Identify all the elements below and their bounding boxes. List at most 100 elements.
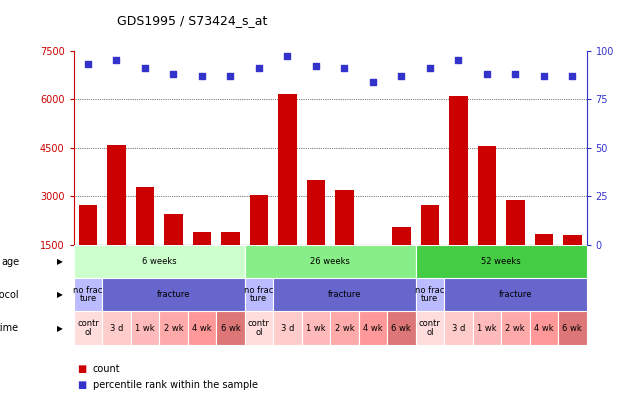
Bar xyxy=(415,245,587,278)
Text: ■: ■ xyxy=(77,380,86,390)
Bar xyxy=(74,278,102,311)
Text: fracture: fracture xyxy=(156,290,190,299)
Bar xyxy=(306,180,325,294)
Bar xyxy=(74,245,245,278)
Point xyxy=(339,65,349,71)
Bar xyxy=(449,96,467,294)
Bar xyxy=(444,311,472,345)
Text: 1 wk: 1 wk xyxy=(306,324,326,333)
Bar xyxy=(245,245,415,278)
Bar xyxy=(74,311,102,345)
Bar xyxy=(420,205,439,294)
Text: 26 weeks: 26 weeks xyxy=(310,257,350,266)
Bar xyxy=(415,311,444,345)
Bar xyxy=(216,311,245,345)
Point xyxy=(83,61,93,68)
Bar xyxy=(79,205,97,294)
Bar xyxy=(273,311,302,345)
Bar xyxy=(563,235,581,294)
Point xyxy=(197,72,207,79)
Bar xyxy=(506,200,524,294)
Text: 3 d: 3 d xyxy=(281,324,294,333)
Bar xyxy=(188,311,216,345)
Bar xyxy=(558,311,587,345)
Text: 6 wk: 6 wk xyxy=(221,324,240,333)
Text: protocol: protocol xyxy=(0,290,19,300)
Bar xyxy=(193,232,211,294)
Bar xyxy=(102,311,131,345)
Text: age: age xyxy=(1,257,19,266)
Text: 2 wk: 2 wk xyxy=(163,324,183,333)
Bar xyxy=(245,278,273,311)
Text: 4 wk: 4 wk xyxy=(534,324,554,333)
Text: percentile rank within the sample: percentile rank within the sample xyxy=(93,380,258,390)
Bar xyxy=(392,227,411,294)
Point xyxy=(396,72,406,79)
Text: 2 wk: 2 wk xyxy=(335,324,354,333)
Text: no frac
ture: no frac ture xyxy=(244,286,274,303)
Bar xyxy=(387,311,415,345)
Bar xyxy=(102,278,245,311)
Text: GDS1995 / S73424_s_at: GDS1995 / S73424_s_at xyxy=(117,14,267,27)
Point xyxy=(254,65,264,71)
Text: 3 d: 3 d xyxy=(110,324,123,333)
Text: no frac
ture: no frac ture xyxy=(415,286,444,303)
Point xyxy=(425,65,435,71)
Bar xyxy=(107,145,126,294)
Text: 1 wk: 1 wk xyxy=(477,324,497,333)
Point xyxy=(169,71,179,77)
Point xyxy=(453,57,463,64)
Bar xyxy=(136,187,154,294)
Bar xyxy=(221,232,240,294)
Point xyxy=(311,63,321,69)
Bar xyxy=(278,94,297,294)
Text: ▶: ▶ xyxy=(56,324,63,333)
Point xyxy=(538,72,549,79)
Text: contr
ol: contr ol xyxy=(248,320,270,337)
Text: fracture: fracture xyxy=(499,290,532,299)
Text: ■: ■ xyxy=(77,364,86,374)
Bar xyxy=(529,311,558,345)
Text: count: count xyxy=(93,364,121,374)
Text: fracture: fracture xyxy=(328,290,361,299)
Bar xyxy=(249,195,268,294)
Bar xyxy=(415,278,444,311)
Text: 1 wk: 1 wk xyxy=(135,324,154,333)
Text: contr
ol: contr ol xyxy=(419,320,441,337)
Point xyxy=(282,53,292,60)
Text: ▶: ▶ xyxy=(56,290,63,299)
Bar xyxy=(159,311,188,345)
Text: no frac
ture: no frac ture xyxy=(73,286,103,303)
Point xyxy=(225,72,235,79)
Bar xyxy=(501,311,529,345)
Point xyxy=(481,71,492,77)
Point xyxy=(140,65,150,71)
Bar xyxy=(535,234,553,294)
Text: 52 weeks: 52 weeks xyxy=(481,257,521,266)
Point xyxy=(112,57,122,64)
Bar xyxy=(330,311,358,345)
Point xyxy=(567,72,578,79)
Text: 4 wk: 4 wk xyxy=(363,324,383,333)
Bar xyxy=(472,311,501,345)
Bar xyxy=(131,311,159,345)
Text: contr
ol: contr ol xyxy=(77,320,99,337)
Text: 2 wk: 2 wk xyxy=(506,324,525,333)
Text: 6 wk: 6 wk xyxy=(562,324,582,333)
Point xyxy=(368,79,378,85)
Text: 6 weeks: 6 weeks xyxy=(142,257,176,266)
Bar xyxy=(245,311,273,345)
Text: 3 d: 3 d xyxy=(452,324,465,333)
Text: time: time xyxy=(0,323,19,333)
Bar xyxy=(478,146,496,294)
Bar xyxy=(363,245,382,294)
Point xyxy=(510,71,520,77)
Text: ▶: ▶ xyxy=(56,257,63,266)
Text: 4 wk: 4 wk xyxy=(192,324,212,333)
Bar xyxy=(358,311,387,345)
Bar xyxy=(164,214,183,294)
Bar xyxy=(273,278,415,311)
Bar xyxy=(444,278,587,311)
Bar xyxy=(335,190,354,294)
Text: 6 wk: 6 wk xyxy=(392,324,412,333)
